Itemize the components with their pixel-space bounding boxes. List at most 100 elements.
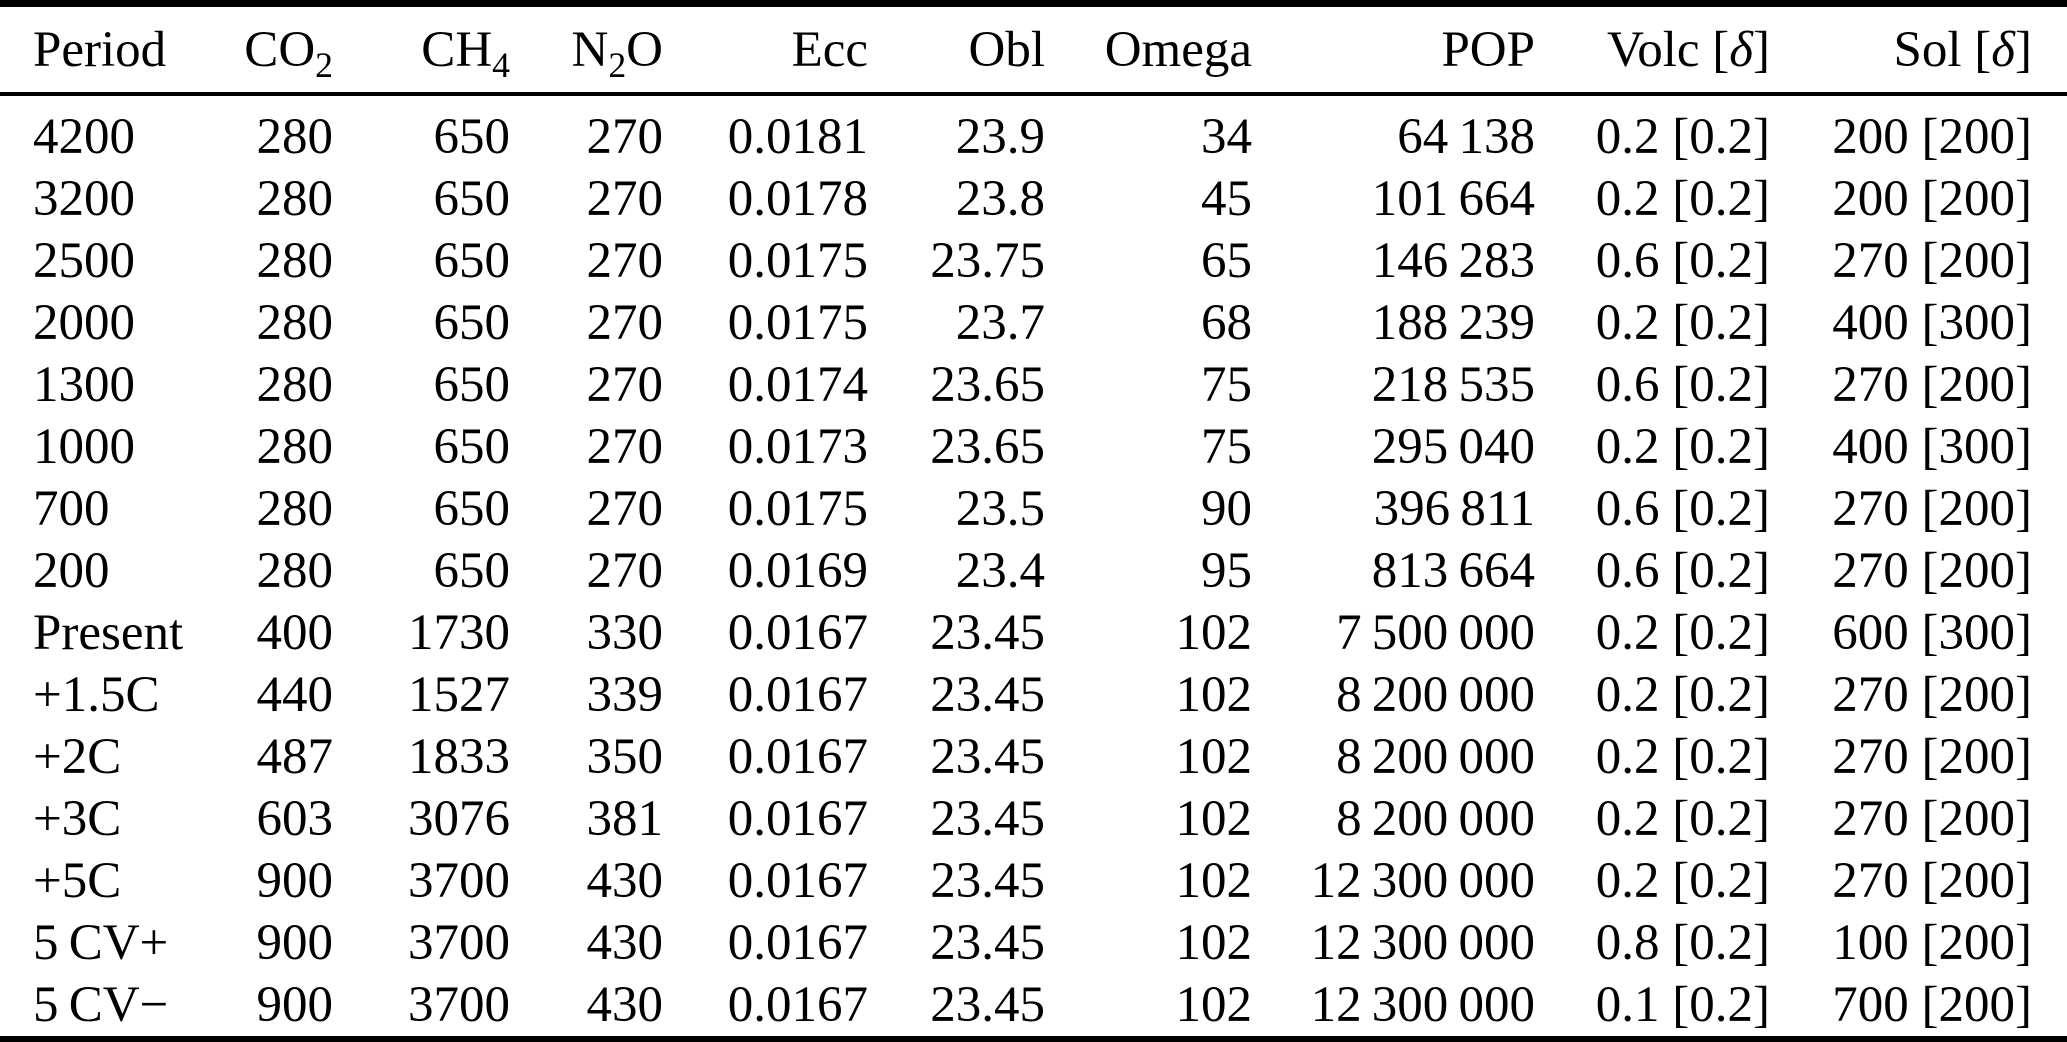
table-row: 3200 280 650 270 0.0178 23.8 45 101 664 0.2 [0.2… bbox=[0, 168, 2067, 230]
cell-n2o: 350 bbox=[586, 729, 664, 785]
cell-omega: 34 bbox=[1201, 109, 1252, 165]
cell-period: 2000 bbox=[33, 295, 135, 351]
cell-ch4: 650 bbox=[433, 357, 511, 413]
header-subscript: 2 bbox=[315, 44, 333, 85]
cell-co2: 280 bbox=[256, 543, 334, 599]
cell-ecc: 0.0173 bbox=[727, 419, 868, 475]
cell-sol: 400 [300] bbox=[1832, 419, 2032, 475]
cell-ch4: 650 bbox=[433, 171, 511, 227]
header-text: Obl bbox=[968, 21, 1046, 78]
cell-co2: 400 bbox=[256, 605, 334, 661]
cell-obl: 23.4 bbox=[955, 543, 1045, 599]
cell-volc: 0.6 [0.2] bbox=[1595, 481, 1770, 537]
column-header-ch4: CH4 bbox=[333, 3, 510, 96]
column-header-co2: CO2 bbox=[190, 3, 333, 96]
cell-ecc: 0.0167 bbox=[727, 605, 868, 661]
cell-sol: 270 [200] bbox=[1832, 667, 2032, 723]
cell-ecc: 0.0175 bbox=[727, 481, 868, 537]
cell-ecc: 0.0181 bbox=[727, 109, 868, 165]
cell-period: 200 bbox=[33, 543, 110, 599]
cell-co2: 280 bbox=[256, 171, 334, 227]
cell-omega: 68 bbox=[1201, 295, 1252, 351]
cell-n2o: 430 bbox=[586, 915, 664, 971]
cell-omega: 102 bbox=[1175, 853, 1253, 909]
column-header-omega: Omega bbox=[1045, 3, 1252, 96]
cell-n2o: 270 bbox=[586, 357, 664, 413]
cell-n2o: 270 bbox=[586, 419, 664, 475]
cell-ch4: 1833 bbox=[408, 729, 510, 785]
cell-n2o: 430 bbox=[586, 853, 664, 909]
cell-co2: 280 bbox=[256, 419, 334, 475]
table-row: 5 CV+ 900 3700 430 0.0167 23.45 102 12 300 000 0… bbox=[0, 912, 2067, 974]
cell-volc: 0.2 [0.2] bbox=[1595, 667, 1770, 723]
header-text: POP bbox=[1441, 21, 1535, 78]
cell-volc: 0.6 [0.2] bbox=[1595, 543, 1770, 599]
cell-volc: 0.6 [0.2] bbox=[1595, 233, 1770, 289]
header-text: Ecc bbox=[791, 21, 868, 78]
cell-ecc: 0.0167 bbox=[727, 729, 868, 785]
cell-n2o: 381 bbox=[586, 791, 664, 847]
table-body: 4200 280 650 270 0.0181 23.9 34 64 138 0.2 [0.2]… bbox=[0, 94, 2067, 1040]
table-row: 200 280 650 270 0.0169 23.4 95 813 664 0.6 [0.2]… bbox=[0, 540, 2067, 602]
cell-omega: 102 bbox=[1175, 791, 1253, 847]
cell-omega: 45 bbox=[1201, 171, 1252, 227]
cell-n2o: 339 bbox=[586, 667, 664, 723]
table-header: Period CO2 CH4 N2O Ecc Obl Omega POP Volc [δ] Sol… bbox=[0, 3, 2067, 96]
table-row: 2500 280 650 270 0.0175 23.75 65 146 283 0.6 [0.… bbox=[0, 230, 2067, 292]
header-text: Volc [ bbox=[1607, 21, 1730, 78]
cell-ecc: 0.0169 bbox=[727, 543, 868, 599]
cell-ecc: 0.0167 bbox=[727, 667, 868, 723]
cell-ecc: 0.0167 bbox=[727, 915, 868, 971]
cell-co2: 280 bbox=[256, 233, 334, 289]
cell-ecc: 0.0175 bbox=[727, 295, 868, 351]
cell-sol: 270 [200] bbox=[1832, 853, 2032, 909]
cell-n2o: 270 bbox=[586, 543, 664, 599]
cell-obl: 23.65 bbox=[930, 419, 1045, 475]
header-subscript: 4 bbox=[492, 44, 510, 85]
cell-ch4: 650 bbox=[433, 233, 511, 289]
header-text: ] bbox=[1753, 21, 1770, 78]
cell-n2o: 270 bbox=[586, 109, 664, 165]
cell-co2: 900 bbox=[256, 977, 334, 1033]
cell-volc: 0.2 [0.2] bbox=[1595, 605, 1770, 661]
header-text: Period bbox=[33, 21, 167, 78]
cell-omega: 75 bbox=[1201, 357, 1252, 413]
delta-symbol: δ bbox=[1729, 21, 1754, 78]
table-row: 5 CV− 900 3700 430 0.0167 23.45 102 12 300 000 0… bbox=[0, 974, 2067, 1040]
cell-obl: 23.45 bbox=[930, 853, 1045, 909]
cell-pop: 295 040 bbox=[1371, 419, 1535, 475]
cell-ch4: 650 bbox=[433, 295, 511, 351]
table-row: +3C 603 3076 381 0.0167 23.45 102 8 200 000 0.2 … bbox=[0, 788, 2067, 850]
table-header-row: Period CO2 CH4 N2O Ecc Obl Omega POP Volc [δ] Sol… bbox=[0, 3, 2067, 96]
cell-ecc: 0.0174 bbox=[727, 357, 868, 413]
table-row: +1.5C 440 1527 339 0.0167 23.45 102 8 200 000 0.… bbox=[0, 664, 2067, 726]
cell-obl: 23.7 bbox=[955, 295, 1045, 351]
header-text: Omega bbox=[1104, 21, 1252, 78]
cell-period: 700 bbox=[33, 481, 110, 537]
header-text: Sol [ bbox=[1893, 21, 1992, 78]
cell-volc: 0.2 [0.2] bbox=[1595, 171, 1770, 227]
cell-sol: 270 [200] bbox=[1832, 729, 2032, 785]
cell-period: 4200 bbox=[33, 109, 135, 165]
cell-sol: 270 [200] bbox=[1832, 233, 2032, 289]
cell-ecc: 0.0167 bbox=[727, 853, 868, 909]
cell-volc: 0.8 [0.2] bbox=[1595, 915, 1770, 971]
cell-sol: 600 [300] bbox=[1832, 605, 2032, 661]
cell-n2o: 430 bbox=[586, 977, 664, 1033]
table-row: 1300 280 650 270 0.0174 23.65 75 218 535 0.6 [0.… bbox=[0, 354, 2067, 416]
cell-pop: 813 664 bbox=[1371, 543, 1535, 599]
header-text: CO bbox=[244, 21, 316, 78]
cell-co2: 900 bbox=[256, 915, 334, 971]
cell-sol: 200 [200] bbox=[1832, 171, 2032, 227]
cell-pop: 7 500 000 bbox=[1336, 605, 1535, 661]
column-header-n2o: N2O bbox=[510, 3, 663, 96]
cell-period: 2500 bbox=[33, 233, 135, 289]
cell-obl: 23.75 bbox=[930, 233, 1045, 289]
cell-obl: 23.45 bbox=[930, 791, 1045, 847]
cell-obl: 23.8 bbox=[955, 171, 1045, 227]
header-text: CH bbox=[421, 21, 493, 78]
cell-omega: 102 bbox=[1175, 915, 1253, 971]
cell-sol: 700 [200] bbox=[1832, 977, 2032, 1033]
cell-obl: 23.9 bbox=[955, 109, 1045, 165]
